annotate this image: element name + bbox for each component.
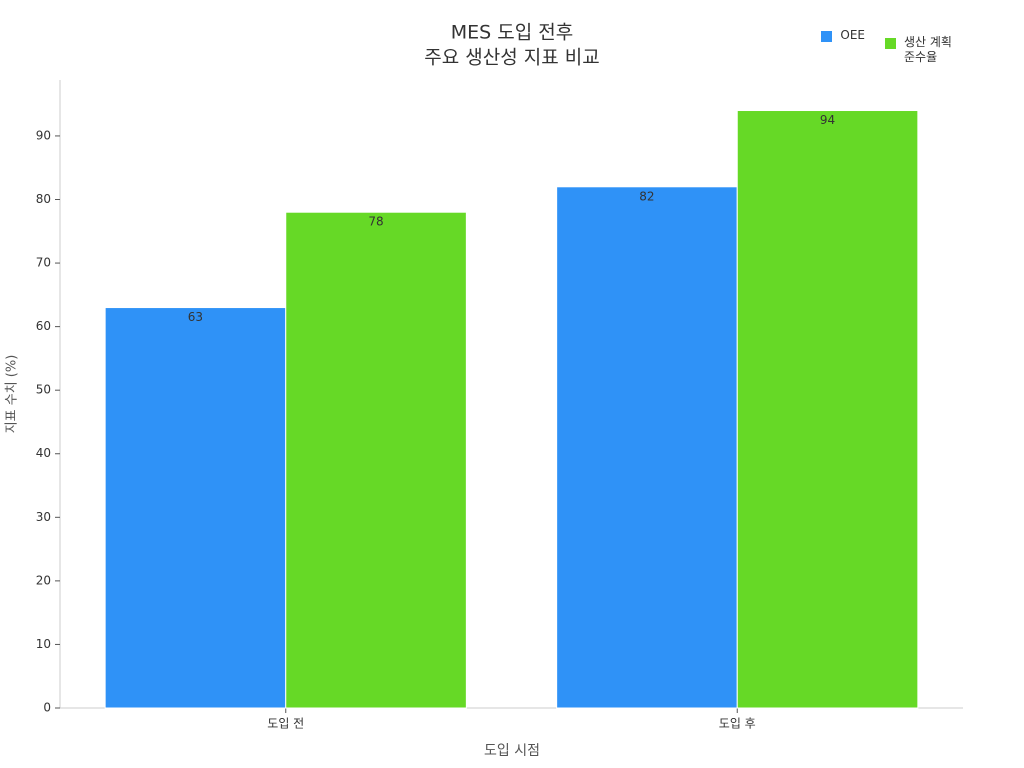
- x-tick-label: 도입 후: [719, 717, 756, 731]
- y-tick-label: 70: [36, 256, 51, 270]
- y-tick-label: 30: [36, 510, 51, 524]
- y-axis-label: 지표 수치 (%): [5, 355, 20, 434]
- x-axis-label: 도입 시점: [484, 743, 540, 759]
- bar: [104, 307, 287, 709]
- y-tick-label: 90: [36, 128, 51, 142]
- legend-swatch: [821, 31, 833, 42]
- legend-label: 생산 계획 준수율: [904, 35, 952, 64]
- y-tick-label: 0: [43, 701, 51, 715]
- bar: [285, 211, 467, 709]
- legend-item: OEE: [821, 28, 865, 65]
- value-label: 82: [639, 189, 654, 203]
- legend: OEE 생산 계획 준수율: [821, 28, 960, 65]
- y-tick-label: 60: [36, 319, 51, 333]
- legend-item: 생산 계획 준수율: [885, 35, 960, 65]
- y-tick-label: 50: [36, 383, 51, 397]
- chart-title: 주요 생산성 지표 비교: [424, 47, 599, 69]
- y-tick-label: 10: [36, 637, 51, 651]
- value-label: 78: [368, 215, 383, 229]
- legend-label: OEE: [840, 28, 865, 42]
- chart-title: MES 도입 전후: [451, 22, 573, 44]
- x-tick-label: 도입 전: [267, 717, 304, 731]
- legend-swatch: [885, 38, 896, 49]
- value-label: 63: [188, 310, 203, 324]
- y-tick-label: 20: [36, 573, 51, 587]
- bar: [736, 110, 919, 709]
- value-label: 94: [820, 113, 835, 127]
- y-tick-label: 40: [36, 446, 51, 460]
- bar: [556, 186, 738, 709]
- y-tick-label: 80: [36, 192, 51, 206]
